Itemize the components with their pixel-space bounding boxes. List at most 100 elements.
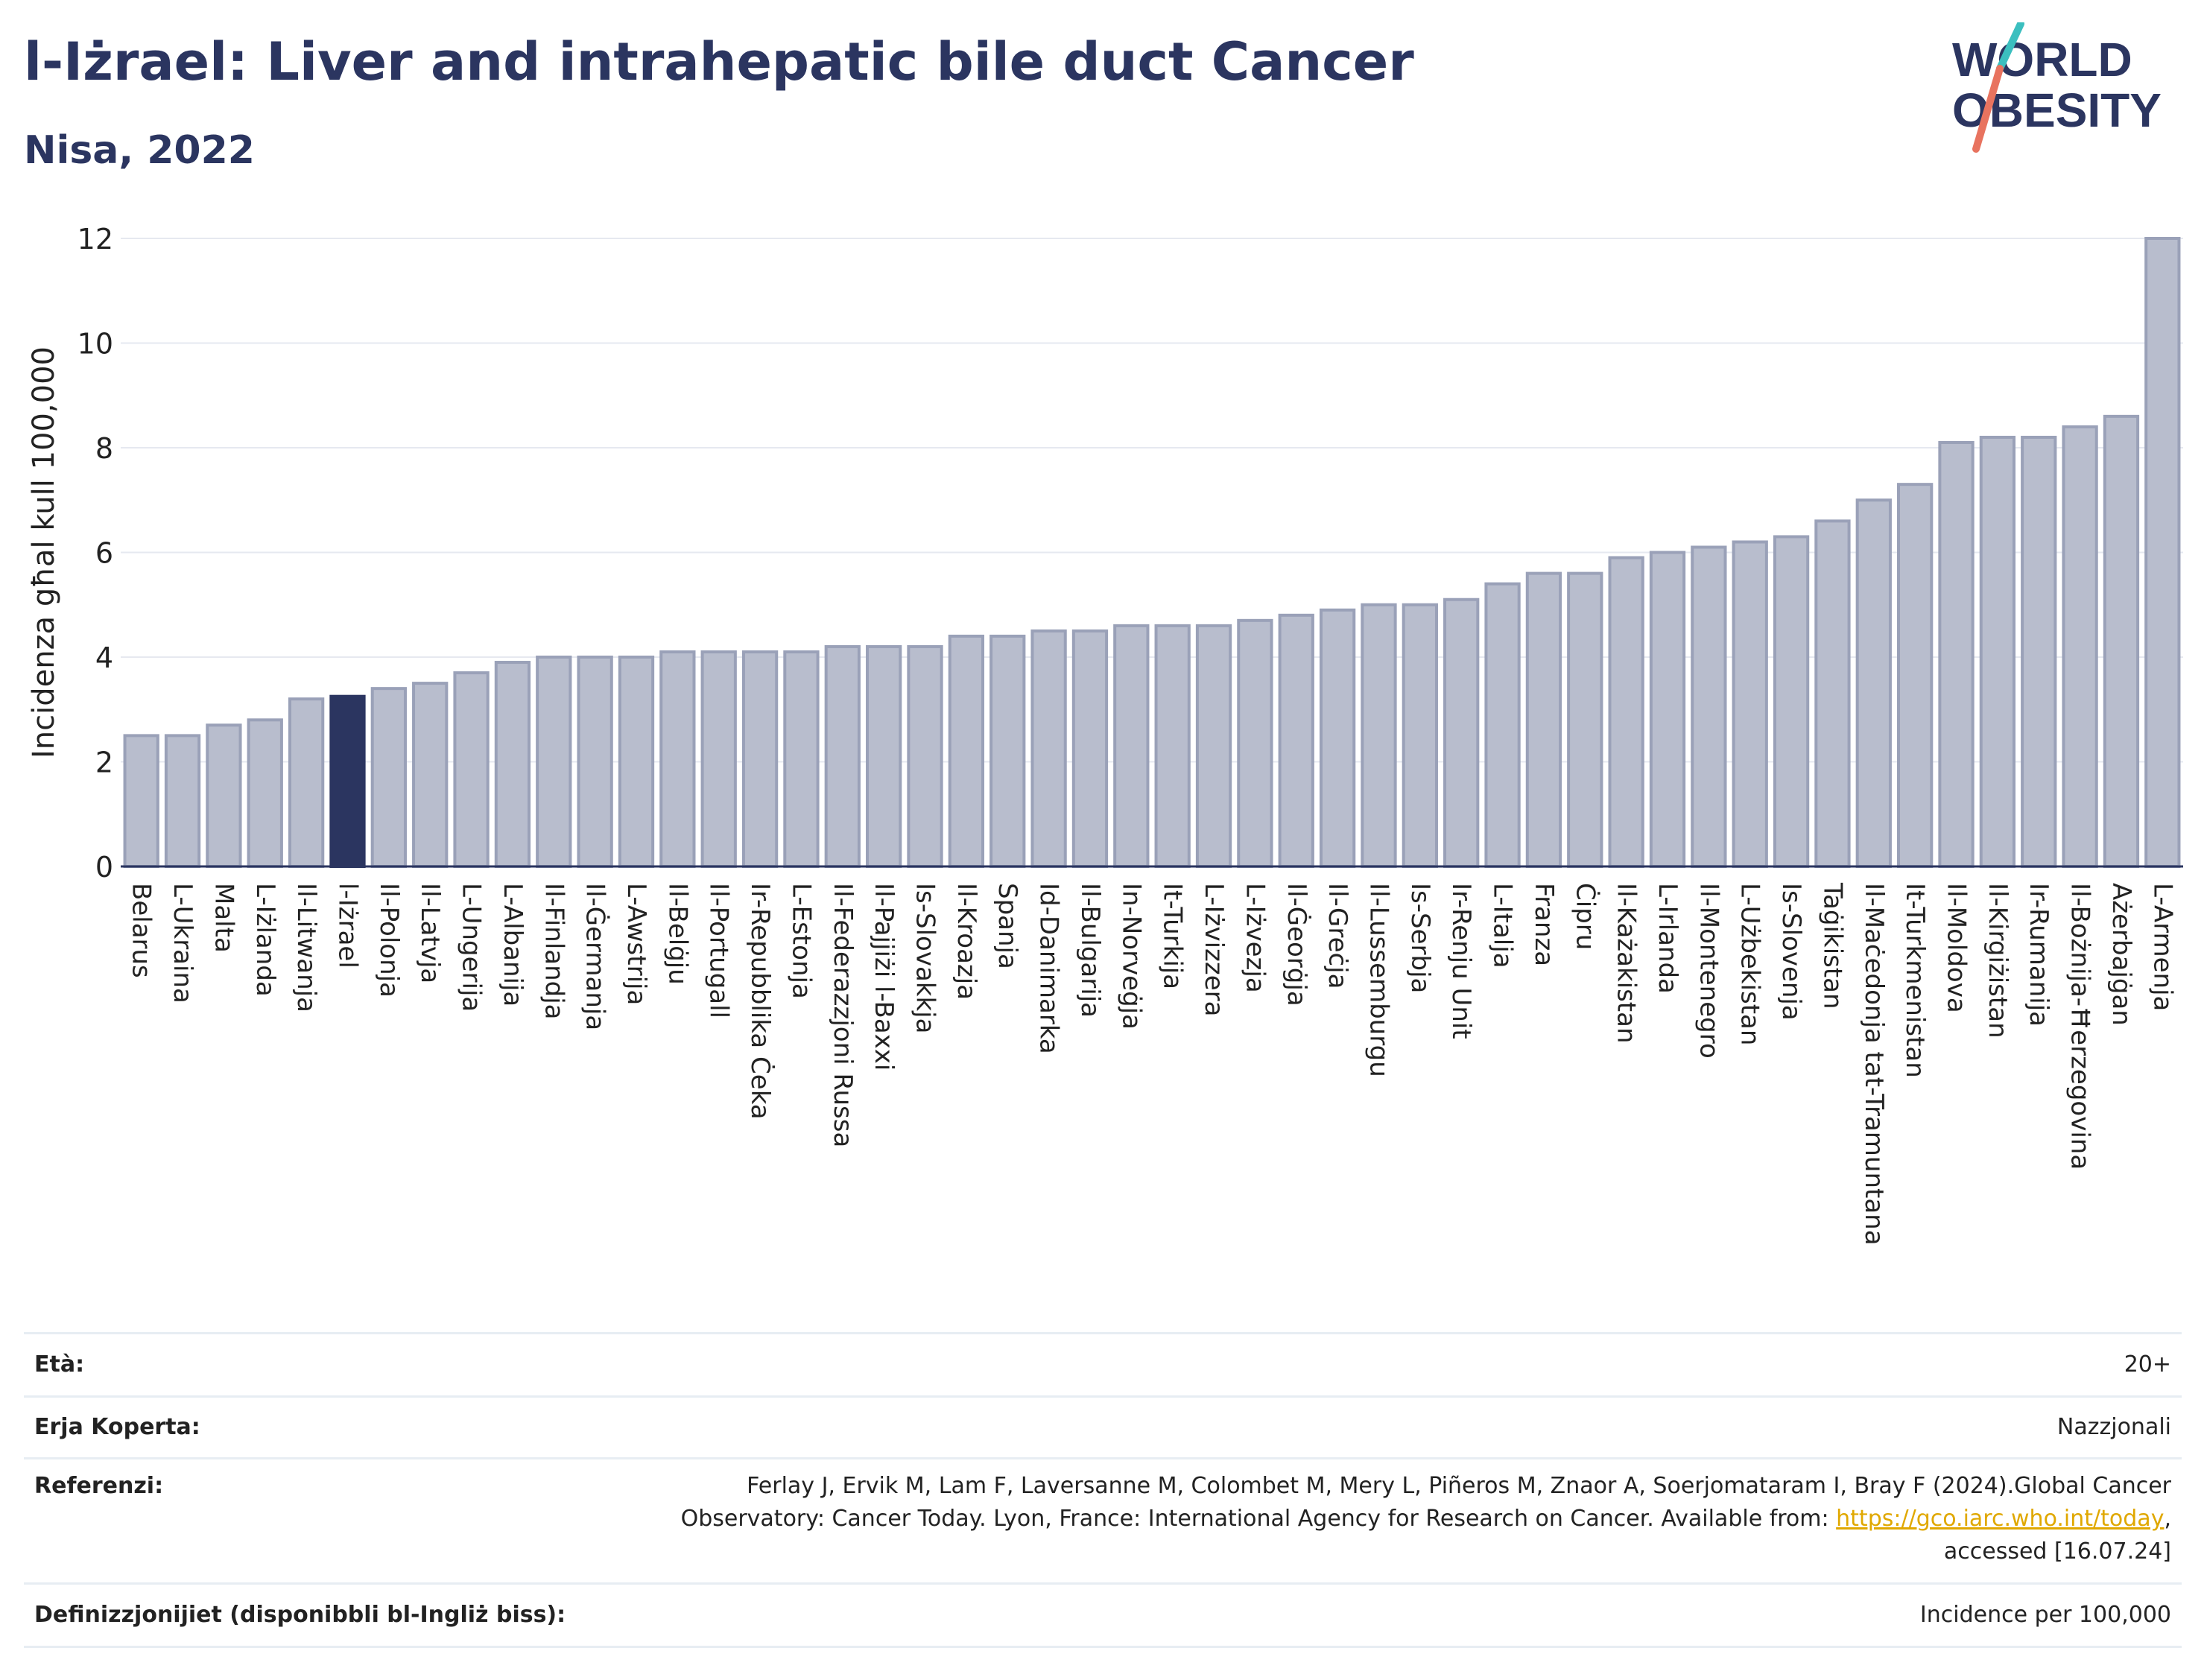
- x-tick-label: Is-Slovenja: [1776, 883, 1806, 1021]
- x-tick-label: L-Awstrija: [621, 883, 651, 1005]
- bar: [783, 650, 820, 868]
- y-tick-label: 4: [95, 641, 113, 674]
- x-tick-label: Il-Moldova: [1942, 883, 1972, 1013]
- x-tick-label: Il-Bożnija-Ħerzegovina: [2065, 883, 2095, 1170]
- bar: [1278, 613, 1314, 868]
- bar: [1195, 624, 1232, 868]
- x-tick-label: Taġikistan: [1817, 882, 1847, 1009]
- x-tick-label: Il-Bulgarija: [1075, 883, 1105, 1018]
- x-tick-label: It-Turkmenistan: [1900, 883, 1930, 1078]
- x-tick-label: Il-Kroazja: [951, 883, 981, 1000]
- references-link[interactable]: https://gco.iarc.who.int/today: [1836, 1506, 2165, 1532]
- x-tick-label: Il-Ġeorġja: [1282, 883, 1312, 1007]
- bar: [206, 723, 242, 869]
- x-tick-label: L-Iżvizzera: [1199, 883, 1229, 1016]
- x-tick-label: Is-Slovakkja: [911, 883, 940, 1033]
- bar: [1608, 556, 1644, 869]
- x-tick-label: Il-Pajjiżi l-Baxxi: [869, 883, 899, 1071]
- bar: [123, 734, 159, 868]
- bar: [1484, 582, 1521, 869]
- x-tick-label: Il-Latvja: [415, 883, 445, 983]
- bar: [1154, 624, 1191, 868]
- x-tick-label: Malta: [209, 883, 238, 953]
- references-line-1: Ferlay J, Ervik M, Lam F, Laversanne M, …: [747, 1473, 2171, 1499]
- page-title: l-Iżrael: Liver and intrahepatic bile du…: [24, 31, 1414, 92]
- x-tick-label: Spanja: [992, 883, 1022, 969]
- y-tick-label: 6: [95, 537, 113, 570]
- x-tick-label: L-Iżlanda: [250, 883, 280, 997]
- x-tick-label: Il-Federazzjoni Russa: [828, 883, 858, 1147]
- bar: [1525, 571, 1562, 868]
- bar: [2021, 435, 2057, 868]
- bar: [1938, 440, 1975, 868]
- x-tick-label: L-Italja: [1488, 883, 1518, 969]
- bar: [1030, 629, 1067, 868]
- meta-row-references: Referenzi: Ferlay J, Ervik M, Lam F, Lav…: [24, 1457, 2182, 1582]
- age-label: Età:: [34, 1351, 85, 1378]
- bar: [247, 718, 283, 868]
- definitions-label: Definizzjonijiet (disponibbli bl-Ingliż …: [34, 1602, 566, 1628]
- bar: [1113, 624, 1150, 868]
- x-tick-label: Ir-Renju Unit: [1446, 883, 1476, 1039]
- bar: [1649, 551, 1686, 868]
- y-tick-label: 12: [77, 223, 113, 256]
- x-tick-label: L-Armenja: [2147, 883, 2177, 1011]
- bar: [2062, 425, 2098, 868]
- x-tick-label: Il-Litwanja: [291, 883, 321, 1012]
- references-line-3: accessed [16.07.24]: [1943, 1538, 2171, 1565]
- x-tick-label: Il-Każakistan: [1612, 883, 1641, 1044]
- bar: [1814, 519, 1851, 868]
- logo-word-world: WORLD: [1952, 33, 2132, 86]
- x-tick-label: Is-Serbja: [1405, 883, 1435, 993]
- x-tick-label: L-Irlanda: [1653, 883, 1682, 994]
- x-tick-label: L-Użbekistan: [1735, 883, 1765, 1045]
- age-value: 20+: [2124, 1351, 2171, 1378]
- definitions-value: Incidence per 100,000: [1919, 1602, 2171, 1628]
- bar: [1855, 498, 1892, 868]
- bar: [1567, 571, 1603, 868]
- bar: [1071, 629, 1109, 868]
- world-obesity-logo: WORLD OBESITY: [1952, 22, 2162, 153]
- x-tick-label: L-Estonja: [786, 883, 816, 999]
- bar: [659, 650, 696, 868]
- bar: [1979, 435, 2016, 868]
- bar: [1361, 603, 1397, 868]
- bar: [948, 634, 985, 869]
- bar: [741, 650, 779, 868]
- bar: [824, 644, 861, 868]
- bar: [618, 656, 655, 868]
- x-tick-label: Ir-Rumanija: [2024, 883, 2053, 1027]
- bar: [1773, 535, 1810, 868]
- y-axis-label: Incidenza għal kull 100,000: [27, 346, 61, 758]
- references-label: Referenzi:: [34, 1473, 164, 1499]
- bar: [700, 650, 737, 868]
- x-tick-label: Il-Finlandja: [539, 883, 569, 1020]
- x-tick-label: L-Ukraina: [168, 883, 197, 1004]
- bar: [2103, 414, 2140, 868]
- bar: [1443, 597, 1480, 868]
- x-tick-label: Il-Polonja: [374, 883, 404, 998]
- x-tick-label: It-Turkija: [1158, 883, 1188, 989]
- x-tick-label: l-Iżrael: [332, 883, 362, 969]
- x-tick-label: Ir-Repubblika Ċeka: [745, 883, 776, 1120]
- x-tick-label: L-Iżvezja: [1240, 883, 1270, 993]
- bar: [412, 682, 449, 868]
- bar: [370, 687, 407, 869]
- bar: [866, 644, 902, 868]
- bar: [1732, 540, 1768, 868]
- x-tick-label: In-Norveġja: [1116, 883, 1146, 1030]
- x-tick-label: L-Ungerija: [457, 883, 487, 1012]
- y-tick-label: 10: [77, 328, 113, 361]
- x-tick-label: Ażerbajġan: [2106, 883, 2136, 1026]
- coverage-label: Erja Koperta:: [34, 1414, 200, 1440]
- meta-row-age: Età: 20+: [24, 1332, 2182, 1395]
- bar: [536, 656, 572, 868]
- x-tick-label: Il-Montenegro: [1694, 883, 1723, 1059]
- x-tick-label: Il-Greċja: [1323, 883, 1352, 989]
- y-tick-label: 2: [95, 747, 113, 779]
- logo-slash-coral: [1972, 65, 2004, 153]
- y-tick-label: 8: [95, 432, 113, 465]
- x-tick-label: Franza: [1529, 883, 1559, 966]
- coverage-value: Nazzjonali: [2056, 1414, 2171, 1440]
- references-line-2: Observatory: Cancer Today. Lyon, France:…: [680, 1506, 1837, 1532]
